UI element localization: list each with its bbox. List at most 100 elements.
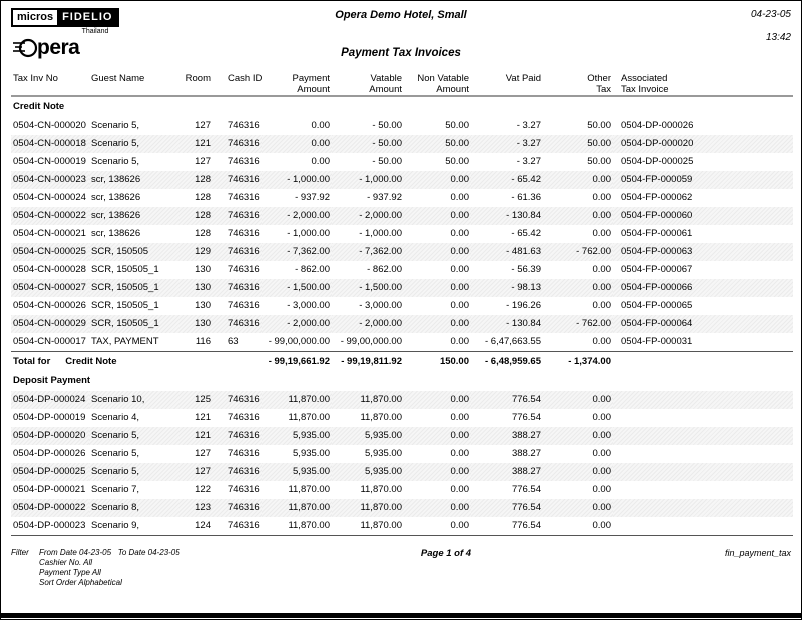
table-cell: 776.54 [511,520,541,531]
table-cell: 128 [195,192,211,203]
table-cell: 116 [195,336,211,347]
table-cell: 0.00 [543,171,613,189]
table-cell: SCR, 150505_1 [89,279,179,297]
table-cell: - 3.27 [516,156,541,167]
table-cell [613,445,793,463]
table-cell: 5,935.00 [262,463,332,481]
header-center: Opera Demo Hotel, Small Payment Tax Invo… [191,7,611,65]
table-cell: 0504-CN-000026 [13,300,86,311]
table-cell: 388.27 [471,463,543,481]
table-cell [613,427,793,445]
table-cell: 746316 [213,427,262,445]
table-cell: 50.00 [445,120,469,131]
table-cell: 0504-CN-000020 [13,120,86,131]
table-cell: 0.00 [450,484,470,495]
table-cell: 746316 [213,315,262,333]
table-cell: 0.00 [450,192,470,203]
table-cell: 127 [195,120,211,131]
table-row: 0504-CN-000026 SCR, 150505_1 130 746316 - 3,… [11,297,793,315]
table-cell: 0.00 [543,463,613,481]
table-cell: - 1,000.00 [359,228,402,239]
table-cell: 746316 [213,391,262,409]
total-label: Total for [13,356,51,367]
table-cell [613,481,793,499]
table-cell: 5,935.00 [332,463,404,481]
table-cell: 0504-DP-000023 [13,520,86,531]
table-cell: 0504-FP-000062 [621,192,693,203]
table-cell: 5,935.00 [332,427,404,445]
table-cell: 11,870.00 [262,499,332,517]
table-cell: SCR, 150505_1 [91,264,159,275]
table-cell: - 98.13 [471,279,543,297]
table-cell: 11,870.00 [288,484,330,495]
table-cell: - 1,500.00 [262,279,332,297]
table-row: 0504-DP-000022 Scenario 8, 123 746316 11,870… [11,499,793,517]
table-cell: 50.00 [587,120,611,131]
table-cell: 0504-DP-000019 [13,412,86,423]
table-cell: 0504-FP-000060 [613,207,793,225]
section-header-row: Deposit Payment [11,371,793,391]
table-cell: 0504-FP-000064 [613,315,793,333]
table-cell: 11,870.00 [288,412,330,423]
column-header: Payment Amount [262,73,332,97]
table-cell: 746316 [228,228,260,239]
table-cell: 0.00 [450,264,470,275]
table-cell: 0.00 [592,484,612,495]
table-cell: 129 [179,243,213,261]
table-cell: 0.00 [404,391,471,409]
bottom-bar [1,613,801,618]
section-header-row: Credit Note [11,96,793,117]
table-cell: 746316 [228,484,260,495]
table-cell: - 762.00 [543,243,613,261]
filter-line: From Date 04-23-05 To Date 04-23-05 [39,548,180,557]
table-cell: 0.00 [450,412,470,423]
report-table-body: Credit Note 0504-CN-000020 Scenario 5, 127 7… [11,96,793,536]
total-cell: - 99,19,811.92 [332,351,404,371]
table-row: 0504-CN-000019 Scenario 5, 127 746316 0.00 - … [11,153,793,171]
filter-block: Filter From Date 04-23-05 To Date 04-23-… [11,548,341,588]
table-cell: 776.54 [471,499,543,517]
table-cell: 0.00 [404,463,471,481]
total-section-name: Credit Note [65,356,117,367]
table-cell: - 196.26 [506,300,541,311]
table-cell: Scenario 5, [91,156,140,167]
table-cell: 0.00 [592,300,612,311]
table-cell: 0504-FP-000031 [621,336,693,347]
table-row: 0504-DP-000020 Scenario 5, 121 746316 5,935.… [11,427,793,445]
table-cell: 0.00 [450,300,470,311]
table-cell: - 50.00 [372,120,402,131]
section-header: Deposit Payment [13,375,91,386]
table-cell: 0.00 [543,279,613,297]
filter-line: Cashier No. All [39,558,93,567]
table-row: 0504-DP-000019 Scenario 4, 121 746316 11,870… [11,409,793,427]
table-cell: 130 [179,279,213,297]
table-cell: 121 [179,135,213,153]
table-cell: 0.00 [543,499,613,517]
table-row: 0504-CN-000023 scr, 138626 128 746316- 1,00… [11,171,793,189]
opera-swirl-icon [13,38,38,58]
table-cell: 130 [179,315,213,333]
table-cell: SCR, 150505 [89,243,179,261]
column-header: Vatable Amount [332,73,404,97]
table-cell: 746316 [213,499,262,517]
table-cell: 0504-FP-000061 [621,228,693,239]
section-total-row: Total for Credit Note - 99,19,661.92- 99,1… [11,351,793,371]
table-cell: 0.00 [543,207,613,225]
table-cell: 0504-DP-000020 [613,135,793,153]
table-row: 0504-CN-000022 scr, 138626 128 746316- 2,00… [11,207,793,225]
table-cell: 746316 [213,135,262,153]
report-header: micros FIDELIO Thailand pera Opera Demo … [1,1,801,65]
report-date: 04-23-05 [750,9,791,20]
table-cell: 5,935.00 [293,448,330,459]
table-cell: - 3.27 [516,120,541,131]
table-cell: 0.00 [450,448,470,459]
table-row: 0504-DP-000021 Scenario 7, 122 746316 11,870… [11,481,793,499]
table-cell: - 1,000.00 [262,171,332,189]
table-cell: 0504-FP-000066 [613,279,793,297]
table-cell [613,391,793,409]
table-cell: 0.00 [592,192,612,203]
filter-label: Filter [11,548,29,557]
column-header: Cash ID [213,73,262,97]
table-cell: 746316 [213,279,262,297]
table-cell: 50.00 [543,135,613,153]
